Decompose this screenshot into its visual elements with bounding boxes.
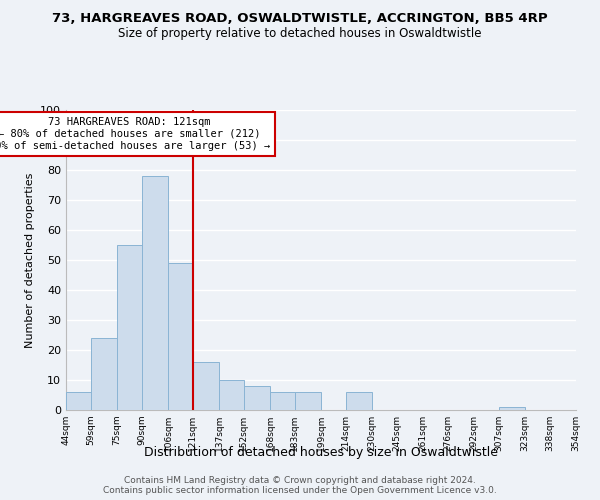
Bar bbox=[168, 263, 193, 410]
Y-axis label: Number of detached properties: Number of detached properties bbox=[25, 172, 35, 348]
Bar bbox=[270, 392, 295, 410]
Bar bbox=[244, 386, 270, 410]
Text: Contains HM Land Registry data © Crown copyright and database right 2024.
Contai: Contains HM Land Registry data © Crown c… bbox=[103, 476, 497, 495]
Bar bbox=[142, 176, 168, 410]
Bar bbox=[193, 362, 219, 410]
Bar bbox=[346, 392, 372, 410]
Bar bbox=[66, 392, 91, 410]
Text: 73 HARGREAVES ROAD: 121sqm
← 80% of detached houses are smaller (212)
20% of sem: 73 HARGREAVES ROAD: 121sqm ← 80% of deta… bbox=[0, 118, 270, 150]
Bar bbox=[499, 407, 525, 410]
Bar bbox=[219, 380, 244, 410]
Bar bbox=[295, 392, 321, 410]
Text: Size of property relative to detached houses in Oswaldtwistle: Size of property relative to detached ho… bbox=[118, 28, 482, 40]
Bar bbox=[117, 245, 142, 410]
Text: 73, HARGREAVES ROAD, OSWALDTWISTLE, ACCRINGTON, BB5 4RP: 73, HARGREAVES ROAD, OSWALDTWISTLE, ACCR… bbox=[52, 12, 548, 26]
Bar bbox=[91, 338, 117, 410]
Text: Distribution of detached houses by size in Oswaldtwistle: Distribution of detached houses by size … bbox=[144, 446, 498, 459]
